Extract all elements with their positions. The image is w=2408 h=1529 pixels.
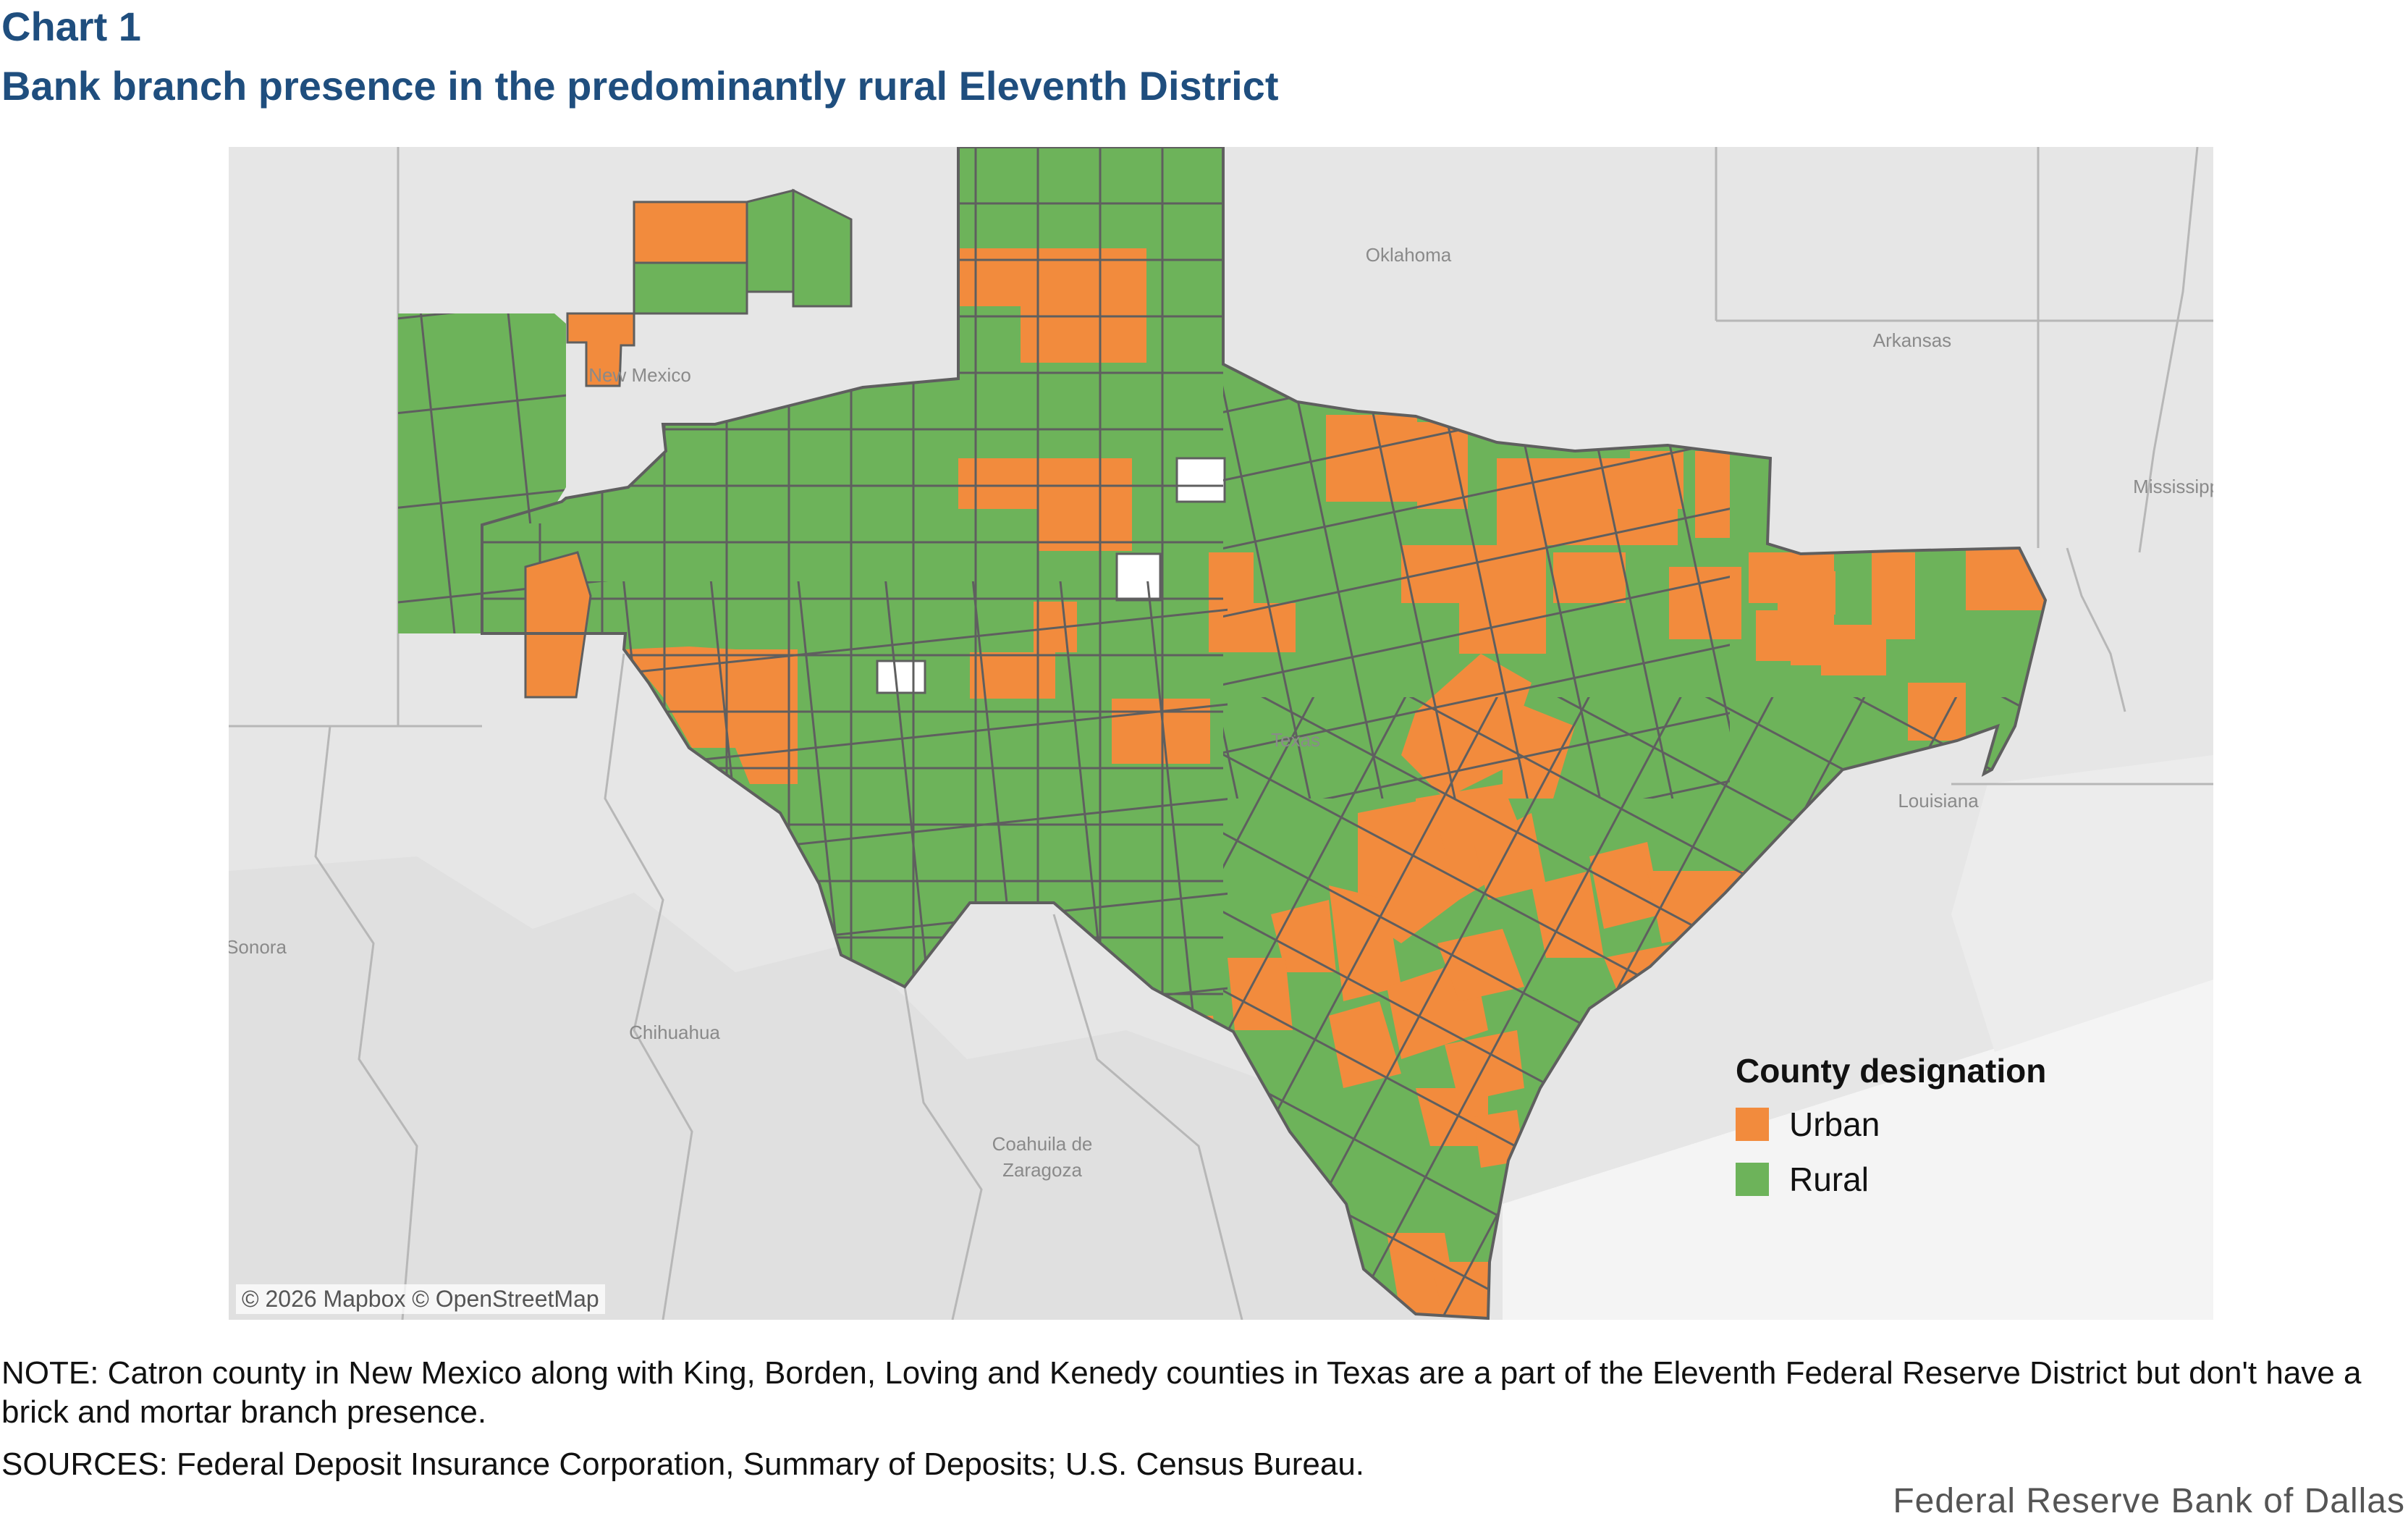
label-sonora: Sonora <box>229 936 287 958</box>
urban-swatch <box>1736 1108 1769 1141</box>
chart-label: Chart 1 <box>1 4 141 49</box>
label-texas: Texas <box>1271 729 1320 751</box>
map-attribution[interactable]: © 2026 Mapbox © OpenStreetMap <box>236 1284 605 1314</box>
legend-item-rural[interactable]: Rural <box>1736 1160 2046 1199</box>
label-arkansas: Arkansas <box>1873 329 1951 351</box>
label-new-mexico: New Mexico <box>588 364 691 386</box>
district-map: Oklahoma Arkansas Mississippi New Mexico… <box>229 147 2213 1320</box>
label-oklahoma: Oklahoma <box>1366 244 1452 266</box>
legend-label-urban: Urban <box>1789 1105 1880 1143</box>
rural-swatch <box>1736 1163 1769 1196</box>
note-text: NOTE: Catron county in New Mexico along … <box>1 1355 2362 1430</box>
label-mississippi: Mississippi <box>2133 476 2213 497</box>
footer-brand: Federal Reserve Bank of Dallas <box>1893 1482 2405 1520</box>
legend-title: County designation <box>1736 1052 2047 1090</box>
label-coahuila-1: Coahuila de <box>992 1133 1093 1155</box>
label-coahuila-2: Zaragoza <box>1002 1159 1082 1181</box>
sources-text: SOURCES: Federal Deposit Insurance Corpo… <box>1 1446 1365 1482</box>
legend: County designation Urban Rural <box>1736 1051 2046 1215</box>
label-chihuahua: Chihuahua <box>629 1022 720 1043</box>
legend-label-rural: Rural <box>1789 1161 1869 1198</box>
legend-item-urban[interactable]: Urban <box>1736 1105 2046 1144</box>
chart-title: Bank branch presence in the predominantl… <box>1 63 1279 109</box>
label-louisiana: Louisiana <box>1898 790 1979 812</box>
